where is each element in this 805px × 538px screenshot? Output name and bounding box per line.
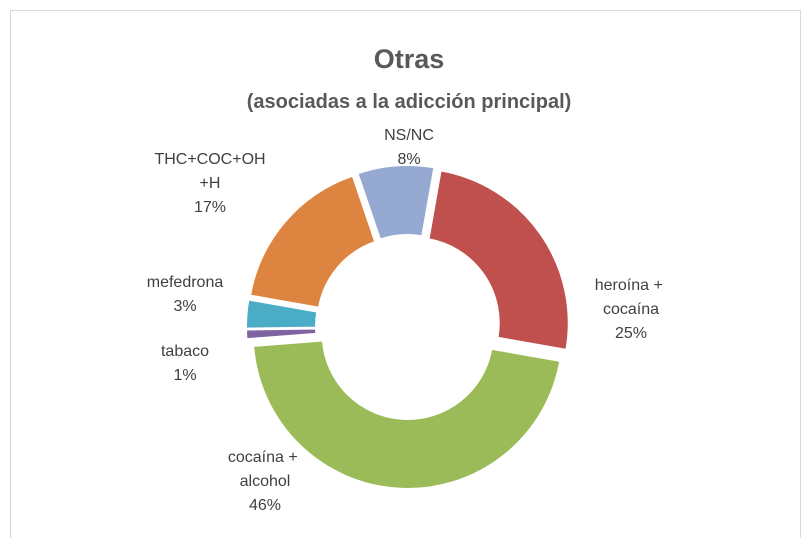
value-label: 25% (615, 325, 647, 342)
donut-slice (252, 339, 562, 490)
value-label: 46% (249, 497, 281, 514)
category-label: cocaína + alcohol (228, 449, 302, 490)
chart-title: Otras (374, 44, 445, 74)
donut-slice (427, 169, 570, 352)
donut-slice (248, 174, 377, 309)
donut-slice (245, 327, 318, 341)
category-label: tabaco (161, 343, 209, 360)
value-label: 3% (173, 298, 196, 315)
category-label: THC+COC+OH +H (154, 151, 265, 192)
donut-slice (245, 298, 319, 330)
value-label: 1% (173, 367, 196, 384)
category-label: NS/NC (384, 127, 434, 144)
value-label: 8% (397, 151, 420, 168)
category-label: heroína + cocaína (595, 277, 668, 318)
donut-slice (356, 164, 436, 241)
chart-subtitle: (asociadas a la adicción principal) (247, 91, 572, 113)
chart-frame (10, 10, 801, 538)
category-label: mefedrona (147, 274, 224, 291)
value-label: 17% (194, 199, 226, 216)
